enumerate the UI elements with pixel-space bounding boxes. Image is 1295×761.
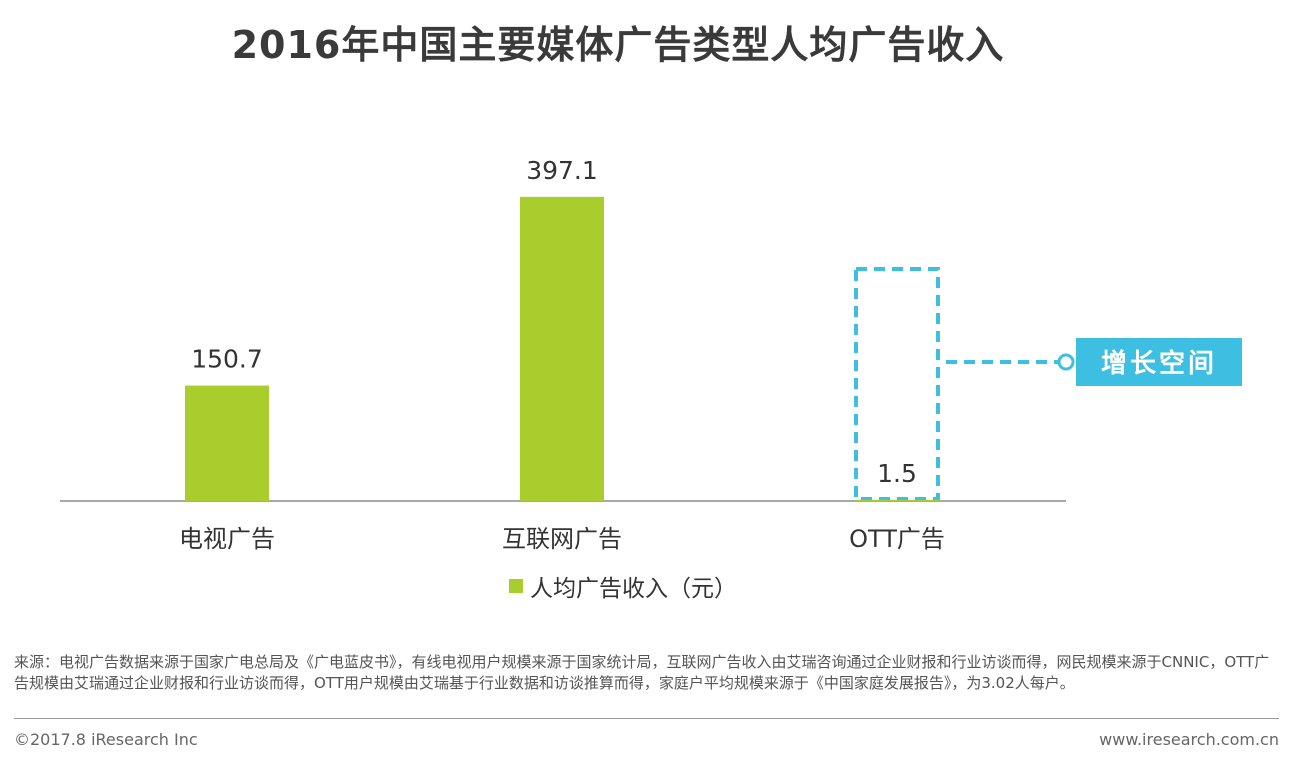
x-tick-label: 互联网广告 [502, 525, 622, 553]
bar [855, 499, 939, 501]
copyright-text: ©2017.8 iResearch Inc [14, 730, 198, 749]
annotation-dot [1057, 353, 1075, 371]
chart-title: 2016年中国主要媒体广告类型人均广告收入 [231, 23, 1005, 67]
annotation-box [1076, 338, 1242, 386]
website-link[interactable]: www.iresearch.com.cn [1099, 730, 1279, 749]
growth-outline-bar [854, 267, 940, 501]
x-tick-label: OTT广告 [849, 525, 945, 553]
bar [520, 196, 604, 501]
source-note: 来源：电视广告数据来源于国家广电总局及《广电蓝皮书》，有线电视用户规模来源于国家… [14, 653, 1270, 692]
legend-swatch [509, 579, 523, 593]
bar [185, 385, 269, 501]
data-label: 397.1 [526, 156, 598, 185]
data-label: 1.5 [877, 459, 917, 488]
annotation-text: 增长空间 [1101, 348, 1217, 379]
footer-divider [14, 718, 1279, 719]
legend-label: 人均广告收入（元） [530, 576, 737, 602]
data-label: 150.7 [191, 345, 263, 374]
x-tick-label: 电视广告 [179, 525, 275, 553]
